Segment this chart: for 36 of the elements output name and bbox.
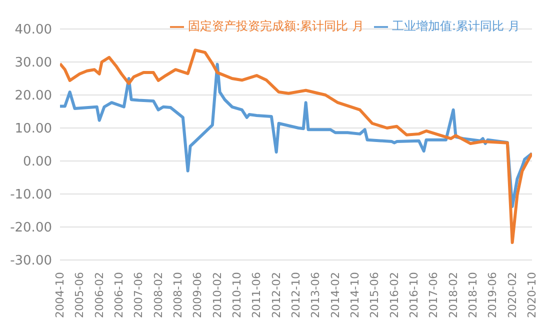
x-tick-label: 2020-10 (526, 272, 538, 318)
x-tick-label: 2018-10 (466, 272, 480, 318)
x-tick-label: 2017-06 (427, 272, 440, 318)
x-tick-label: 2011-06 (250, 272, 264, 318)
y-tick-label: -20.00 (10, 220, 52, 236)
legend-label: 固定资产投资完成额:累计同比 月 (188, 19, 364, 33)
x-tick-label: 2014-02 (328, 272, 342, 318)
x-tick-label: 2010-10 (230, 272, 244, 318)
x-tick-label: 2006-10 (112, 272, 126, 318)
y-tick-label: 10.00 (14, 122, 52, 137)
line-series (60, 48, 532, 244)
x-tick-label: 2005-06 (73, 272, 86, 318)
x-tick-label: 2015-06 (368, 272, 382, 318)
y-tick-label: 20.00 (14, 88, 52, 104)
x-tick-label: 2013-06 (309, 272, 322, 318)
x-tick-label: 2004-10 (54, 272, 66, 318)
y-tick-label: 0.00 (23, 154, 52, 170)
x-tick-label: 2014-10 (348, 272, 362, 318)
x-tick-label: 2009-06 (191, 272, 204, 318)
x-tick-label: 2012-02 (270, 272, 283, 318)
x-tick-label: 2008-10 (172, 272, 184, 318)
x-tick-label: 2018-02 (446, 272, 460, 318)
y-tick-label: -10.00 (10, 188, 52, 203)
x-tick-label: 2007-06 (132, 272, 146, 318)
x-tick-label: 2008-02 (152, 272, 165, 318)
x-tick-label: 2006-02 (92, 272, 106, 318)
y-tick-label: 40.00 (14, 22, 52, 38)
x-tick-label: 2019-06 (486, 272, 500, 318)
legend-label: 工业增加值:累计同比 月 (392, 19, 520, 33)
x-tick-label: 2016-02 (388, 272, 401, 318)
x-tick-label: 2012-10 (290, 272, 302, 318)
x-tick-label: 2016-10 (408, 272, 420, 318)
y-tick-label: -30.00 (10, 254, 52, 269)
y-tick-label: 30.00 (14, 56, 52, 71)
x-tick-label: 2010-02 (210, 272, 224, 318)
x-tick-label: 2020-02 (506, 272, 519, 318)
